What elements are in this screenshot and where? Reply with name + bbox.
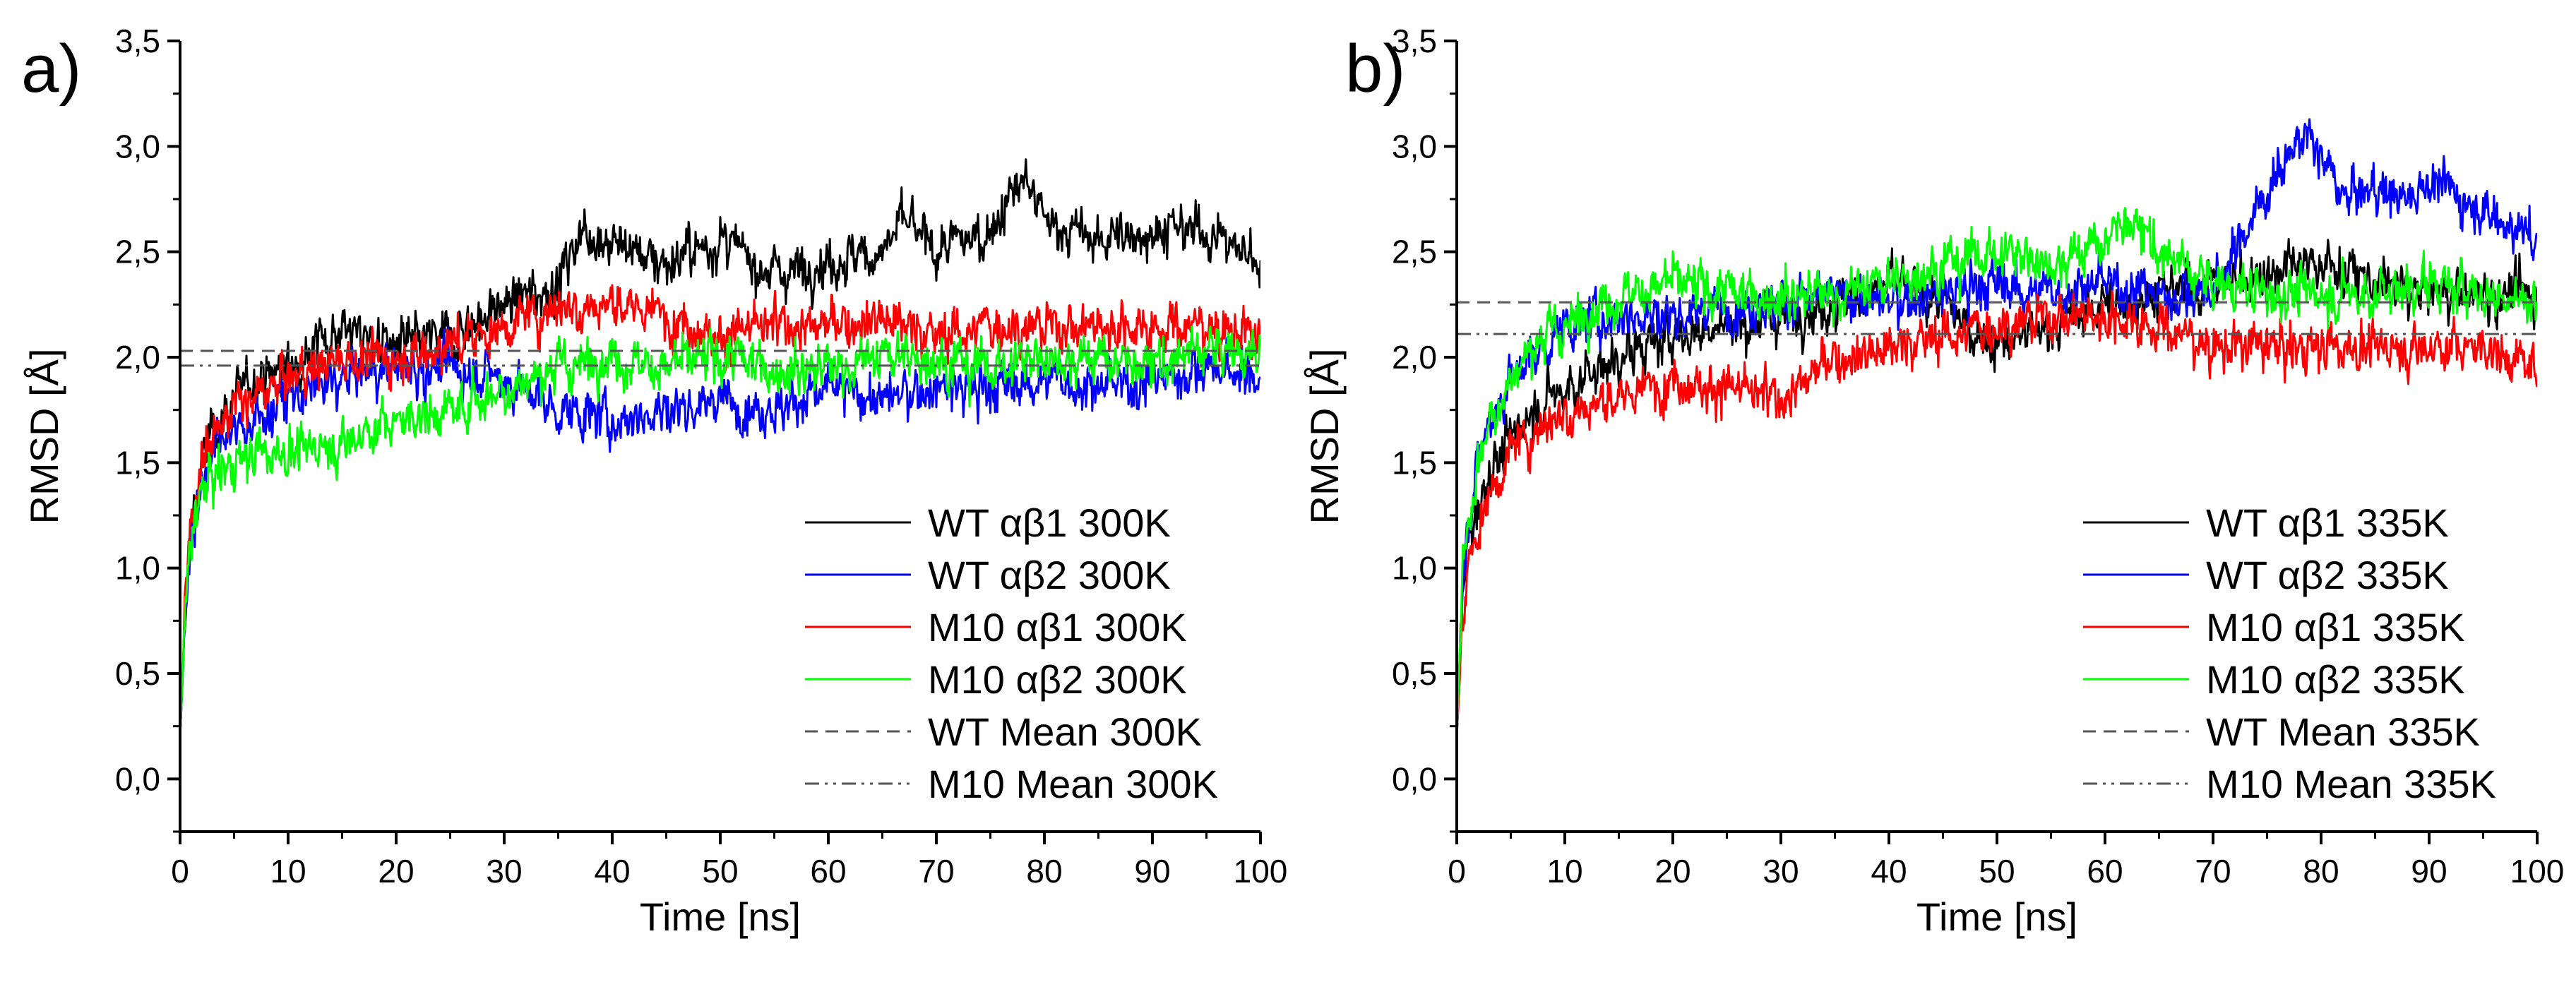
legend-label: M10 αβ1 335K bbox=[2206, 605, 2465, 649]
legend-label: M10 Mean 300K bbox=[928, 762, 1218, 806]
x-tick-label: 60 bbox=[810, 853, 846, 890]
y-tick-label: 1,0 bbox=[1392, 550, 1437, 587]
series-line-2 bbox=[180, 284, 1260, 737]
x-tick-label: 30 bbox=[1763, 853, 1799, 890]
legend-label: WT αβ1 300K bbox=[928, 501, 1171, 545]
x-tick-label: 80 bbox=[2303, 853, 2339, 890]
panel-label: a) bbox=[21, 31, 81, 107]
y-tick-label: 1,5 bbox=[1392, 444, 1437, 481]
legend-label: WT αβ2 335K bbox=[2206, 553, 2449, 597]
x-tick-label: 90 bbox=[1134, 853, 1170, 890]
x-tick-label: 70 bbox=[918, 853, 954, 890]
legend-label: M10 Mean 335K bbox=[2206, 762, 2496, 806]
series-line-0 bbox=[180, 158, 1260, 737]
x-tick-label: 100 bbox=[1234, 853, 1288, 890]
series-line-3 bbox=[180, 325, 1260, 737]
y-tick-label: 3,0 bbox=[1392, 128, 1437, 164]
y-tick-label: 1,5 bbox=[115, 444, 160, 481]
x-axis-title: Time [ns] bbox=[1916, 894, 2077, 939]
x-tick-label: 10 bbox=[270, 853, 306, 890]
legend-label: WT Mean 335K bbox=[2206, 709, 2480, 754]
legend: WT αβ1 300K WT αβ2 300K M10 αβ1 300K M10 αβ… bbox=[805, 501, 1218, 806]
y-tick-label: 2,0 bbox=[1392, 339, 1437, 376]
x-tick-label: 20 bbox=[378, 853, 414, 890]
y-tick-label: 1,0 bbox=[115, 550, 160, 587]
x-tick-label: 60 bbox=[2087, 853, 2123, 890]
legend: WT αβ1 335K WT αβ2 335K M10 αβ1 335K M10 αβ… bbox=[2083, 501, 2496, 806]
y-tick-label: 0,0 bbox=[115, 760, 160, 797]
series-line-3 bbox=[1457, 207, 2537, 737]
y-tick-label: 2,0 bbox=[115, 339, 160, 376]
panel-label: b) bbox=[1345, 31, 1405, 107]
x-tick-label: 100 bbox=[2510, 853, 2565, 890]
legend-label: WT αβ2 300K bbox=[928, 553, 1171, 597]
series-line-0 bbox=[1457, 238, 2537, 737]
y-tick-label: 3,5 bbox=[1392, 23, 1437, 59]
legend-label: WT αβ1 335K bbox=[2206, 501, 2449, 545]
series-group bbox=[180, 158, 1260, 737]
y-tick-label: 0,0 bbox=[1392, 760, 1437, 797]
y-tick-label: 2,5 bbox=[1392, 234, 1437, 270]
series-line-1 bbox=[1457, 118, 2537, 737]
x-tick-label: 50 bbox=[702, 853, 738, 890]
x-tick-label: 40 bbox=[594, 853, 630, 890]
y-tick-label: 3,0 bbox=[115, 128, 160, 164]
y-tick-label: 3,5 bbox=[115, 23, 160, 59]
series-group bbox=[1457, 118, 2537, 737]
y-tick-label: 0,5 bbox=[115, 655, 160, 692]
x-tick-label: 30 bbox=[486, 853, 522, 890]
chart-panel-a: a) 0 10 20 30 40 50 60 70 80 90 100 0,0 0,5 1,0 1,5 2,0 2… bbox=[21, 23, 1287, 939]
x-tick-label: 80 bbox=[1026, 853, 1062, 890]
legend-label: M10 αβ1 300K bbox=[928, 605, 1187, 649]
x-tick-label: 0 bbox=[171, 853, 189, 890]
x-tick-label: 40 bbox=[1871, 853, 1907, 890]
series-line-2 bbox=[1457, 289, 2537, 737]
legend-label: M10 αβ2 335K bbox=[2206, 657, 2465, 702]
legend-label: WT Mean 300K bbox=[928, 709, 1202, 754]
x-tick-label: 10 bbox=[1546, 853, 1582, 890]
x-tick-label: 20 bbox=[1654, 853, 1690, 890]
y-axis-title: RMSD [Å] bbox=[22, 349, 66, 525]
x-tick-label: 0 bbox=[1448, 853, 1466, 890]
x-tick-label: 50 bbox=[1979, 853, 2015, 890]
legend-label: M10 αβ2 300K bbox=[928, 657, 1187, 702]
y-tick-label: 0,5 bbox=[1392, 655, 1437, 692]
chart-panel-b: b) 0 10 20 30 40 50 60 70 80 90 100 0,0 0,5 1,0 1,5 2,0 2… bbox=[1302, 23, 2564, 939]
y-tick-label: 2,5 bbox=[115, 234, 160, 270]
x-axis-title: Time [ns] bbox=[640, 894, 801, 939]
x-tick-label: 90 bbox=[2411, 853, 2447, 890]
x-tick-label: 70 bbox=[2195, 853, 2231, 890]
y-axis-title: RMSD [Å] bbox=[1302, 349, 1347, 525]
